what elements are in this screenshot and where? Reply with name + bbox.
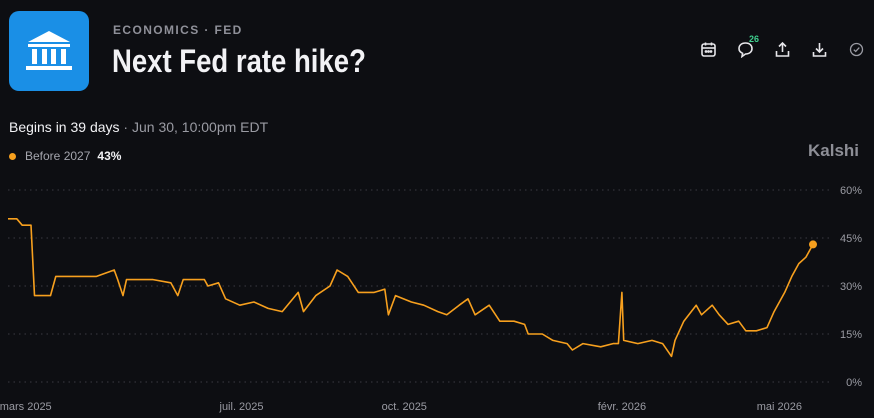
x-tick-label: févr. 2026 [598, 401, 646, 413]
download-button[interactable] [801, 40, 838, 64]
category-logo [9, 11, 89, 91]
y-tick-label: 15% [840, 329, 862, 341]
market-title: Next Fed rate hike? [112, 43, 366, 79]
calendar-icon [700, 41, 717, 63]
x-tick-label: mai 2026 [757, 401, 802, 413]
event-date: Jun 30, 10:00pm EDT [131, 119, 269, 135]
x-tick-label: juil. 2025 [219, 401, 264, 413]
event-timing: Begins in 39 days · Jun 30, 10:00pm EDT [9, 119, 268, 135]
action-toolbar: 26 [690, 34, 874, 64]
kalshi-logo: Kalshi [808, 141, 860, 160]
legend-swatch [9, 152, 16, 160]
comment-icon [737, 41, 754, 63]
x-tick-label: oct. 2025 [382, 401, 427, 413]
verified-button[interactable] [838, 40, 874, 64]
x-tick-label: mars 2025 [0, 401, 52, 413]
y-tick-label: 30% [840, 281, 862, 293]
share-button[interactable] [764, 40, 801, 64]
comment-count-badge: 26 [749, 34, 760, 44]
category-breadcrumb[interactable]: ECONOMICS · FED [113, 23, 243, 37]
check-circle-icon [849, 42, 864, 62]
share-icon [774, 41, 791, 63]
y-tick-label: 45% [840, 233, 862, 245]
begins-text: Begins in 39 days [9, 119, 120, 135]
series-line[interactable] [8, 218, 814, 358]
series-endpoint[interactable] [809, 240, 817, 249]
legend-series-value: 43% [97, 149, 122, 163]
download-icon [811, 41, 828, 63]
y-tick-label: 0% [846, 377, 862, 389]
comments-button[interactable]: 26 [727, 34, 764, 64]
timing-separator: · [119, 119, 132, 135]
y-tick-label: 60% [840, 185, 862, 197]
chart-legend: Before 2027 43% [9, 149, 121, 163]
calendar-button[interactable] [690, 40, 727, 64]
bank-icon [24, 29, 74, 73]
legend-series-name: Before 2027 [25, 149, 91, 163]
